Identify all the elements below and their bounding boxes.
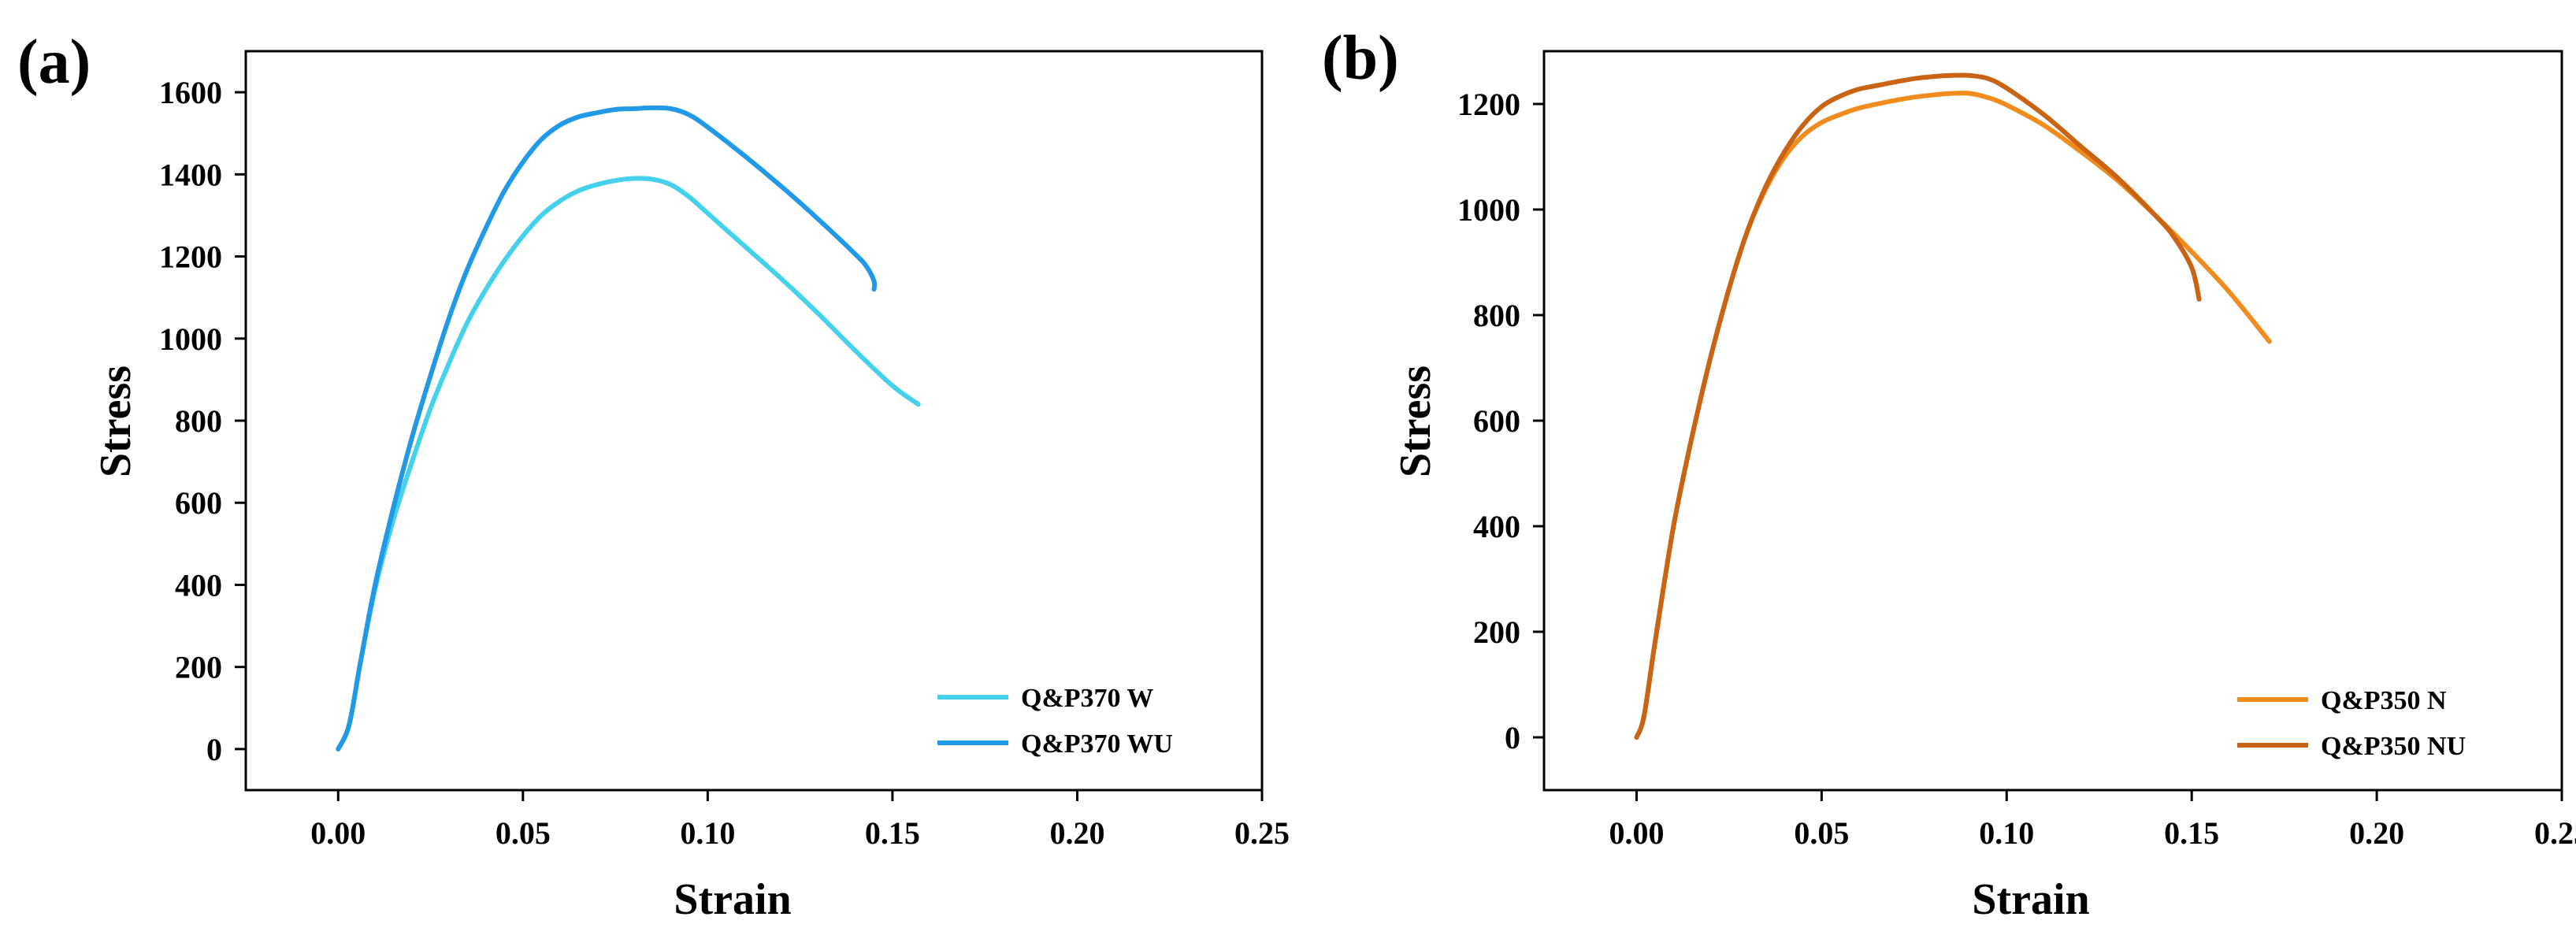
legend: Q&P370 W Q&P370 WU <box>937 684 1173 759</box>
y-tick-label: 400 <box>1473 509 1520 544</box>
y-tick-label: 600 <box>175 485 222 521</box>
panel-letter: (b) <box>1322 24 1399 93</box>
series-line-0 <box>1634 91 2272 740</box>
y-tick-label: 1400 <box>159 157 222 192</box>
legend-label-1: Q&P350 NU <box>2321 732 2466 761</box>
x-tick-label: 0.15 <box>865 815 920 851</box>
y-tick-label: 1200 <box>159 239 222 275</box>
tick-labels: 0.00 0.05 0.10 0.15 0.20 0.25 0 200 400 600 800 100… <box>159 75 1290 851</box>
x-tick-label: 0.10 <box>680 815 735 851</box>
y-tick-label: 0 <box>1505 720 1520 755</box>
panel-b: (b) 0.00 0.05 0.10 0.15 0.20 0.25 0 200 400 600 80… <box>1322 24 2576 924</box>
axis-ticks <box>1533 102 2563 801</box>
y-axis-title: Stress <box>1391 366 1440 477</box>
legend-label-0: Q&P350 N <box>2321 686 2447 715</box>
x-tick-label: 0.25 <box>1234 815 1290 851</box>
legend-label-1: Q&P370 WU <box>1021 729 1173 759</box>
x-tick-label: 0.15 <box>2164 815 2219 851</box>
y-tick-label: 800 <box>1473 298 1520 333</box>
panel-letter: (a) <box>17 28 91 97</box>
y-tick-label: 200 <box>1473 614 1520 650</box>
x-tick-label: 0.05 <box>496 815 551 851</box>
legend-label-0: Q&P370 W <box>1021 684 1153 713</box>
x-tick-label: 0.00 <box>310 815 366 851</box>
tick-labels: 0.00 0.05 0.10 0.15 0.20 0.25 0 200 400 600 800 100… <box>1457 87 2576 851</box>
y-tick-label: 1600 <box>159 75 222 110</box>
y-tick-label: 800 <box>175 403 222 439</box>
x-tick-label: 0.05 <box>1794 815 1849 851</box>
y-tick-label: 600 <box>1473 403 1520 439</box>
y-tick-label: 400 <box>175 567 222 603</box>
x-axis-title: Strain <box>1972 875 2089 924</box>
y-tick-label: 1200 <box>1457 87 1520 122</box>
y-tick-label: 200 <box>175 650 222 685</box>
series-line-0 <box>336 176 921 752</box>
series-line-1 <box>336 105 878 752</box>
y-tick-label: 0 <box>206 732 222 767</box>
x-tick-label: 0.20 <box>1049 815 1104 851</box>
panel-a: (a) 0.00 0.05 0.10 0.15 0.20 0.25 0 200 400 600 80… <box>17 28 1290 924</box>
y-tick-label: 1000 <box>159 321 222 357</box>
series-line-1 <box>1634 72 2202 740</box>
x-axis-title: Strain <box>674 875 791 924</box>
series-group <box>336 105 921 752</box>
legend: Q&P350 N Q&P350 NU <box>2237 686 2466 761</box>
series-group <box>1634 72 2272 740</box>
x-tick-label: 0.00 <box>1609 815 1664 851</box>
axis-ticks <box>235 91 1264 801</box>
x-tick-label: 0.25 <box>2534 815 2576 851</box>
x-tick-label: 0.10 <box>1979 815 2034 851</box>
y-axis-title: Stress <box>91 366 140 477</box>
x-tick-label: 0.20 <box>2349 815 2404 851</box>
y-tick-label: 1000 <box>1457 192 1520 228</box>
